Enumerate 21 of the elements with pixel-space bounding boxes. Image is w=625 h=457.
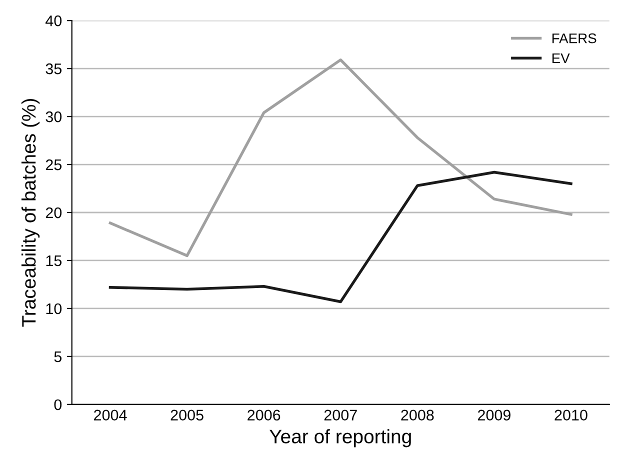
x-tick-label: 2007 (324, 410, 357, 421)
x-tick-label: 2008 (401, 410, 434, 421)
y-axis-title: Traceability of batches (%) (21, 98, 40, 327)
x-tick-label: 2009 (478, 410, 510, 421)
y-tick-label: 25 (46, 159, 62, 170)
y-tick-label: 30 (46, 111, 62, 122)
line-series (108, 170, 572, 304)
y-tick-label: 15 (46, 256, 62, 266)
y-tick-label: 35 (46, 63, 62, 74)
x-tick-label: 2005 (170, 410, 204, 421)
legend-label: EV (552, 53, 570, 64)
y-tick-label: 20 (46, 207, 62, 218)
x-tick-label: 2004 (94, 410, 127, 421)
y-tick-label: 10 (46, 303, 62, 314)
y-tick-label: 40 (46, 15, 62, 26)
x-axis-title: Year of reporting (270, 429, 411, 448)
legend-label: FAERS (552, 33, 596, 44)
x-tick-label: 2010 (554, 410, 588, 421)
x-tick-label: 2006 (248, 410, 280, 421)
y-tick-label: 0 (54, 399, 62, 410)
y-tick-label: 5 (54, 351, 62, 362)
